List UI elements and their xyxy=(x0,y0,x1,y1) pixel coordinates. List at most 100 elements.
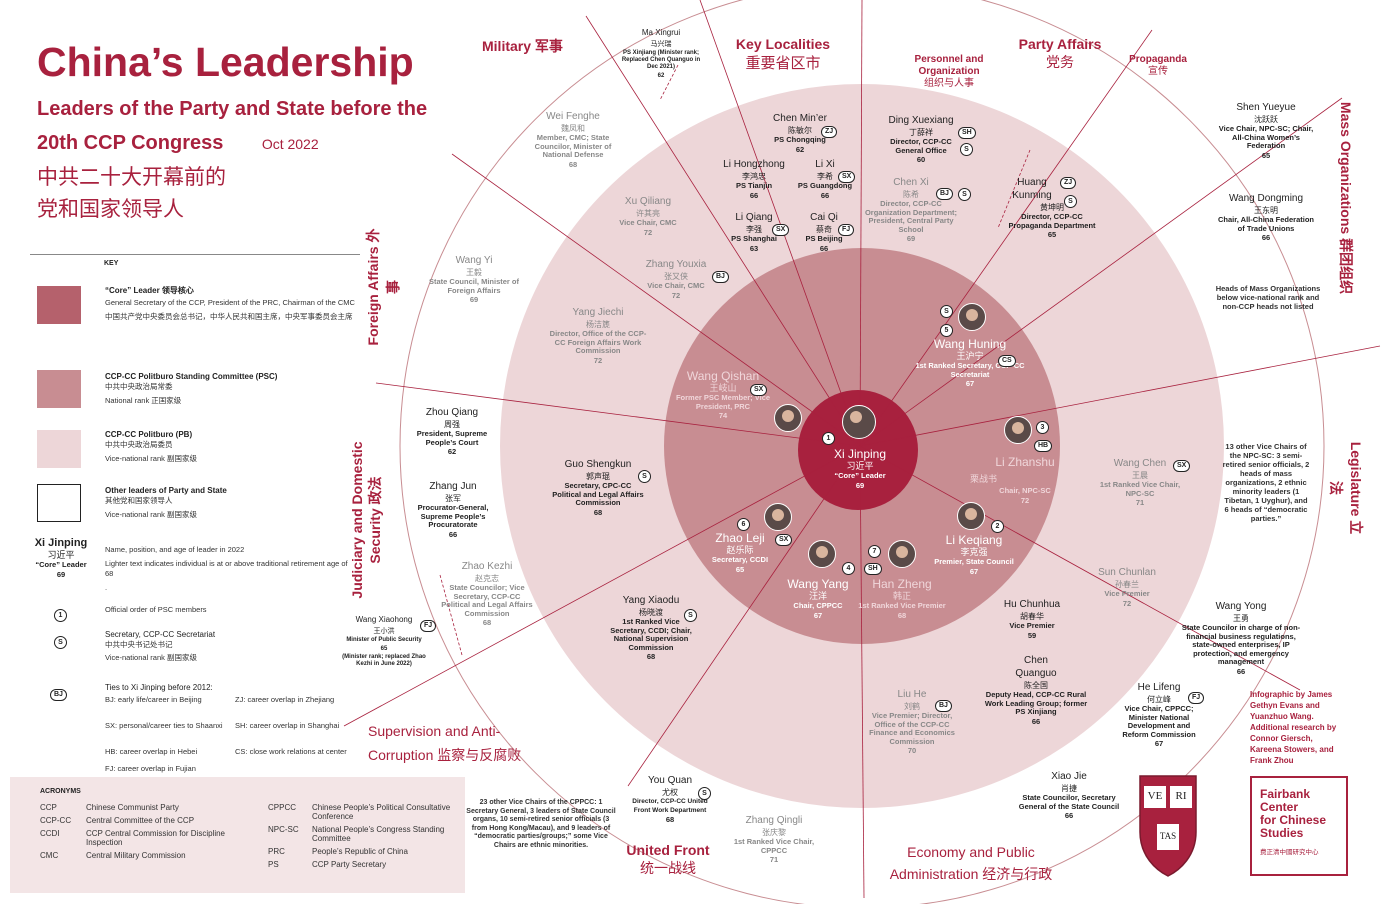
wang-chen-tie-badge: SX xyxy=(1173,460,1191,472)
other-pos: Minister of Public Security xyxy=(346,637,422,643)
han-zheng-order-icon: 7 xyxy=(868,545,881,558)
other-age: 65 xyxy=(1261,150,1271,160)
xiao-jie: Xiao Jie 肖捷 State Councilor, Secretary G… xyxy=(1018,770,1120,821)
pb-zh: 孙春兰 xyxy=(1115,580,1139,589)
zhang-youxia: Zhang Youxia 张又侠 Vice Chair, CMC 72 xyxy=(636,258,716,301)
psc-age: 74 xyxy=(718,411,728,420)
section-economy: Economy and Public Administration 经济与行政 xyxy=(889,844,1053,882)
other-zh: 王勇 xyxy=(1233,614,1249,623)
section-united-zh: 统一战线 xyxy=(640,860,696,876)
other-pos: State Councilor, Secretary General of th… xyxy=(1018,793,1120,811)
other-pos: Procurator-General, Supreme People’s Pro… xyxy=(417,503,489,529)
fairbank-line4: Studies xyxy=(1260,826,1304,840)
xi-pos: “Core” Leader xyxy=(834,471,886,480)
other-pos: Vice Chair, CPPCC; Minister National Dev… xyxy=(1122,704,1196,739)
psc-zh: 赵乐际 xyxy=(726,545,754,555)
xi-name: Xi Jinping xyxy=(833,447,887,461)
acronym-abbr: PS xyxy=(268,860,279,869)
acronym-full: National People’s Congress Standing Comm… xyxy=(312,825,445,843)
pb-zh: 李强 xyxy=(746,225,762,234)
han-zheng: Han Zheng 韩正 1st Ranked Vice Premier 68 xyxy=(854,578,950,621)
yang-xiaodu-sec-icon: S xyxy=(684,609,697,622)
subtitle-line1: Leaders of the Party and State before th… xyxy=(37,98,428,120)
cai-qi: Cai Qi 蔡奇 PS Beijing 66 xyxy=(794,211,854,254)
key-core-swatch xyxy=(37,286,81,324)
pb-age: 72 xyxy=(1122,598,1132,608)
section-propaganda-zh: 宣传 xyxy=(1148,66,1168,77)
key-core-zh: 中国共产党中央委员会总书记，中华人民共和国主席，中央军事委员会主席 xyxy=(105,312,353,321)
other-zh: 魏凤和 xyxy=(561,124,585,133)
wang-qishan: Wang Qishan 王岐山 Former PSC Member; Vice … xyxy=(670,370,776,421)
li-keqiang-photo xyxy=(957,502,985,530)
wang-huning-photo xyxy=(958,303,986,331)
pb-zh: 李鸿忠 xyxy=(742,172,766,181)
pb-age: 65 xyxy=(1047,230,1057,239)
pb-age: 70 xyxy=(907,746,917,755)
cppcc-note: 23 other Vice Chairs of the CPPCC: 1 Sec… xyxy=(466,799,616,849)
pb-name: Ding Xuexiang xyxy=(888,115,954,126)
huang-kunming-tie-badge: ZJ xyxy=(1060,177,1077,189)
he-lifeng-tie-badge: FJ xyxy=(1188,692,1205,704)
key-other-swatch xyxy=(37,484,81,522)
key-sample-pos: “Core” Leader xyxy=(35,560,87,569)
other-zh: 王小洪 xyxy=(373,628,395,635)
harvard-shield-icon xyxy=(1139,775,1197,877)
other-name: Wang Dongming xyxy=(1228,193,1304,204)
psc-name: Zhao Leji xyxy=(715,531,765,545)
ding-xuexiang-tie-badge: SH xyxy=(958,127,976,139)
key-other-zh: 其他党和国家领导人 xyxy=(105,496,173,505)
pb-name: Li Xi xyxy=(815,159,835,170)
other-pos: Chair, All-China Federation of Trade Uni… xyxy=(1218,215,1314,233)
other-age: 65 xyxy=(380,646,388,652)
key-sample-age: 69 xyxy=(56,569,66,579)
pb-pos: 1st Ranked Vice Secretary, CCDI; Chair, … xyxy=(610,617,692,652)
key-psc-zh: 中共中央政治局常委 xyxy=(105,382,173,391)
acronyms-heading: ACRONYMS xyxy=(40,788,81,795)
psc-age: 67 xyxy=(969,566,979,576)
pb-name: Xu Qiliang xyxy=(624,196,672,207)
pb-zh: 陈希 xyxy=(903,190,919,199)
section-personnel-en: Personnel and Organization xyxy=(914,54,984,77)
pb-pos: PS Shanghai xyxy=(731,234,777,243)
key-secretariat-zh: 中共中央书记处书记 xyxy=(105,640,173,649)
wang-yang-photo xyxy=(808,540,836,568)
acronym-abbr: NPC-SC xyxy=(268,825,299,834)
zhang-jun: Zhang Jun 张军 Procurator-General, Supreme… xyxy=(406,480,500,540)
section-party-zh: 党务 xyxy=(1046,54,1074,70)
huang-kunming: Huang Kunming xyxy=(1006,176,1058,202)
pb-zh: 丁薛祥 xyxy=(909,128,933,137)
other-name: Wang Yong xyxy=(1215,601,1267,612)
other-name: Zhou Qiang xyxy=(425,407,479,418)
fairbank-line1: Fairbank xyxy=(1260,787,1311,801)
li-xi-tie-badge: SX xyxy=(838,171,856,183)
psc-age: 68 xyxy=(897,610,907,620)
acronym-full: Central Committee of the CCP xyxy=(86,816,195,825)
key-tie-6: FJ: career overlap in Fujian xyxy=(105,764,196,773)
li-hongzhong: Li Hongzhong 李鸿忠 PS Tianjin 66 xyxy=(714,158,794,201)
pb-age: 71 xyxy=(1135,498,1145,507)
other-pos: State Councilor in charge of non-financi… xyxy=(1181,623,1301,666)
psc-name: Li Keqiang xyxy=(945,533,1003,547)
section-judiciary: Judiciary and Domestic Security 政法 xyxy=(349,441,383,599)
other-zh: 张军 xyxy=(445,494,461,503)
pb-name: Zhang Youxia xyxy=(645,259,707,270)
hu-chunhua: Hu Chunhua 胡春华 Vice Premier 59 xyxy=(994,598,1070,641)
core-circle xyxy=(798,390,918,510)
seal-ve: VE xyxy=(1147,790,1163,802)
wang-qishan-photo xyxy=(774,404,802,432)
zhao-leji-order-icon: 6 xyxy=(737,518,750,531)
key-light-desc: Lighter text indicates individual is at … xyxy=(105,559,348,578)
pb-zh: 王晨 xyxy=(1132,471,1148,480)
wang-xiaohong-tie-badge: FJ xyxy=(420,620,437,632)
key-core-label: “Core” Leader 领导核心 xyxy=(105,286,194,295)
pb-zh: 黄坤明 xyxy=(1040,203,1064,212)
other-pos: 1st Ranked Vice Chair, CPPCC xyxy=(733,837,815,855)
pb-name: Yang Jiechi xyxy=(572,307,624,318)
other-name: Zhang Qingli xyxy=(745,815,803,826)
psc-pos: 1st Ranked Secretary, CCP-CC Secretariat xyxy=(915,361,1025,379)
key-panel: KEY “Core” Leader 领导核心 General Secretary… xyxy=(30,254,360,773)
pb-pos: Deputy Head, CCP-CC Rural Work Leading G… xyxy=(984,690,1088,716)
pb-name: Cai Qi xyxy=(810,212,838,223)
key-sample-name: Xi Jinping xyxy=(34,537,88,549)
pb-name: Yang Xiaodu xyxy=(622,595,680,606)
